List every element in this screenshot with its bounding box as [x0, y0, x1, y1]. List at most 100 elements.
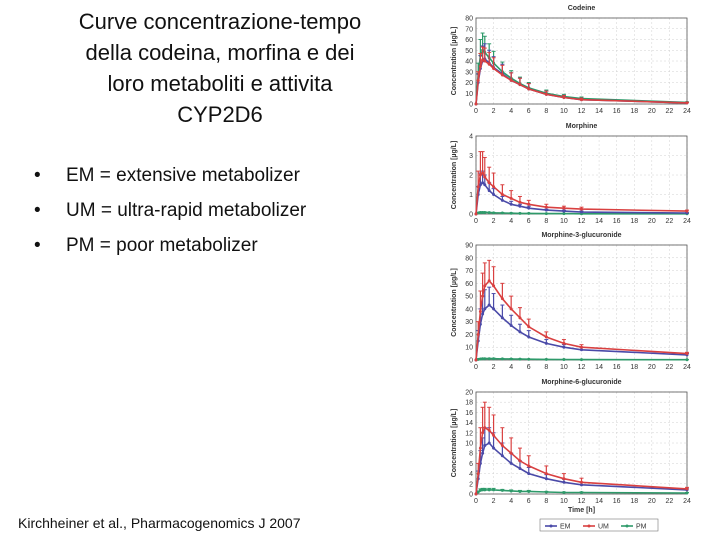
data-point-um	[685, 209, 689, 213]
x-tick-label: 10	[560, 364, 568, 371]
x-tick-label: 18	[630, 364, 638, 371]
data-point-um	[474, 358, 478, 362]
x-tick-label: 0	[474, 364, 478, 371]
data-point-em	[481, 181, 485, 185]
data-point-um	[476, 472, 480, 476]
y-tick-label: 90	[465, 243, 473, 250]
data-point-em	[527, 206, 531, 210]
x-tick-label: 20	[648, 364, 656, 371]
x-tick-label: 14	[595, 108, 603, 115]
data-point-um	[580, 480, 583, 484]
data-point-um	[518, 83, 522, 87]
data-point-pm	[509, 489, 513, 493]
x-tick-label: 24	[683, 498, 691, 505]
data-point-um	[483, 426, 487, 430]
data-point-em	[518, 330, 522, 334]
x-tick-label: 6	[527, 108, 531, 115]
data-point-um	[527, 202, 531, 206]
data-point-em	[478, 183, 482, 187]
data-point-pm	[527, 211, 531, 215]
data-point-pm	[492, 211, 496, 215]
data-point-pm	[476, 490, 480, 494]
data-point-pm	[544, 357, 548, 361]
data-point-um	[509, 307, 513, 311]
x-tick-label: 18	[630, 218, 638, 225]
data-point-pm	[481, 357, 485, 361]
title-line: CYP2D6	[177, 102, 263, 127]
legend-label: EM	[560, 524, 571, 531]
x-tick-label: 22	[666, 108, 674, 115]
data-point-em	[580, 210, 583, 214]
x-tick-label: 20	[648, 498, 656, 505]
y-tick-label: 6	[469, 461, 473, 468]
data-point-pm	[685, 358, 689, 362]
y-tick-label: 60	[465, 37, 473, 44]
data-point-em	[483, 183, 487, 187]
data-point-um	[476, 78, 480, 82]
x-tick-label: 14	[595, 218, 603, 225]
data-point-em	[487, 189, 491, 193]
x-tick-label: 6	[527, 498, 531, 505]
y-tick-label: 18	[465, 400, 473, 407]
y-tick-label: 3	[469, 153, 473, 160]
x-tick-label: 16	[613, 108, 621, 115]
data-point-um	[527, 87, 531, 91]
y-tick-label: 2	[469, 173, 473, 180]
data-point-pm	[500, 357, 504, 361]
data-point-pm	[580, 358, 583, 362]
data-point-pm	[483, 210, 487, 214]
data-point-um	[492, 67, 496, 71]
y-tick-label: 4	[469, 134, 473, 141]
legend-marker-pm	[625, 524, 629, 528]
x-tick-label: 16	[613, 498, 621, 505]
x-tick-label: 8	[544, 364, 548, 371]
data-point-em	[487, 303, 491, 307]
x-tick-label: 8	[544, 218, 548, 225]
x-tick-label: 4	[509, 364, 513, 371]
y-tick-label: 0	[469, 358, 473, 365]
x-tick-label: 14	[595, 364, 603, 371]
data-point-um	[474, 212, 478, 216]
x-tick-label: 8	[544, 498, 548, 505]
x-tick-label: 4	[509, 108, 513, 115]
x-tick-label: 20	[648, 108, 656, 115]
data-point-pm	[562, 357, 566, 361]
title-line: Curve concentrazione-tempo	[78, 9, 362, 34]
y-axis-label: Concentration [µg/L]	[451, 27, 458, 96]
data-point-pm	[544, 490, 548, 494]
y-tick-label: 70	[465, 268, 473, 275]
x-axis-label: Time [h]	[568, 507, 595, 514]
y-axis-label: Concentration [µg/L]	[451, 141, 458, 210]
panel-title: Morphine	[566, 123, 598, 130]
data-point-em	[562, 209, 566, 213]
y-tick-label: 0	[469, 212, 473, 219]
data-point-em	[492, 193, 496, 196]
data-point-um	[487, 62, 491, 66]
x-tick-label: 24	[683, 364, 691, 371]
title-line: loro metaboliti e attivita	[107, 71, 333, 96]
panel-title: Morphine-3-glucuronide	[541, 232, 621, 239]
x-tick-label: 8	[544, 108, 548, 115]
data-point-em	[481, 312, 485, 316]
slide-title: Curve concentrazione-tempo della codeina…	[30, 6, 410, 130]
y-tick-label: 20	[465, 80, 473, 87]
x-tick-label: 0	[474, 498, 478, 505]
data-point-pm	[483, 357, 487, 361]
data-point-um	[518, 459, 522, 463]
x-tick-label: 24	[683, 108, 691, 115]
y-tick-label: 2	[469, 481, 473, 488]
y-tick-label: 50	[465, 48, 473, 55]
data-point-pm	[509, 357, 513, 361]
data-point-em	[481, 451, 485, 455]
x-tick-label: 2	[492, 218, 496, 225]
data-point-pm	[544, 212, 548, 216]
data-point-um	[685, 352, 689, 356]
data-point-em	[492, 446, 496, 450]
data-point-em	[562, 480, 566, 484]
data-point-em	[518, 467, 522, 470]
data-point-um	[478, 309, 482, 313]
data-point-pm	[500, 488, 504, 492]
data-point-um	[518, 316, 522, 320]
y-tick-label: 80	[465, 16, 473, 23]
data-point-pm	[509, 211, 513, 215]
